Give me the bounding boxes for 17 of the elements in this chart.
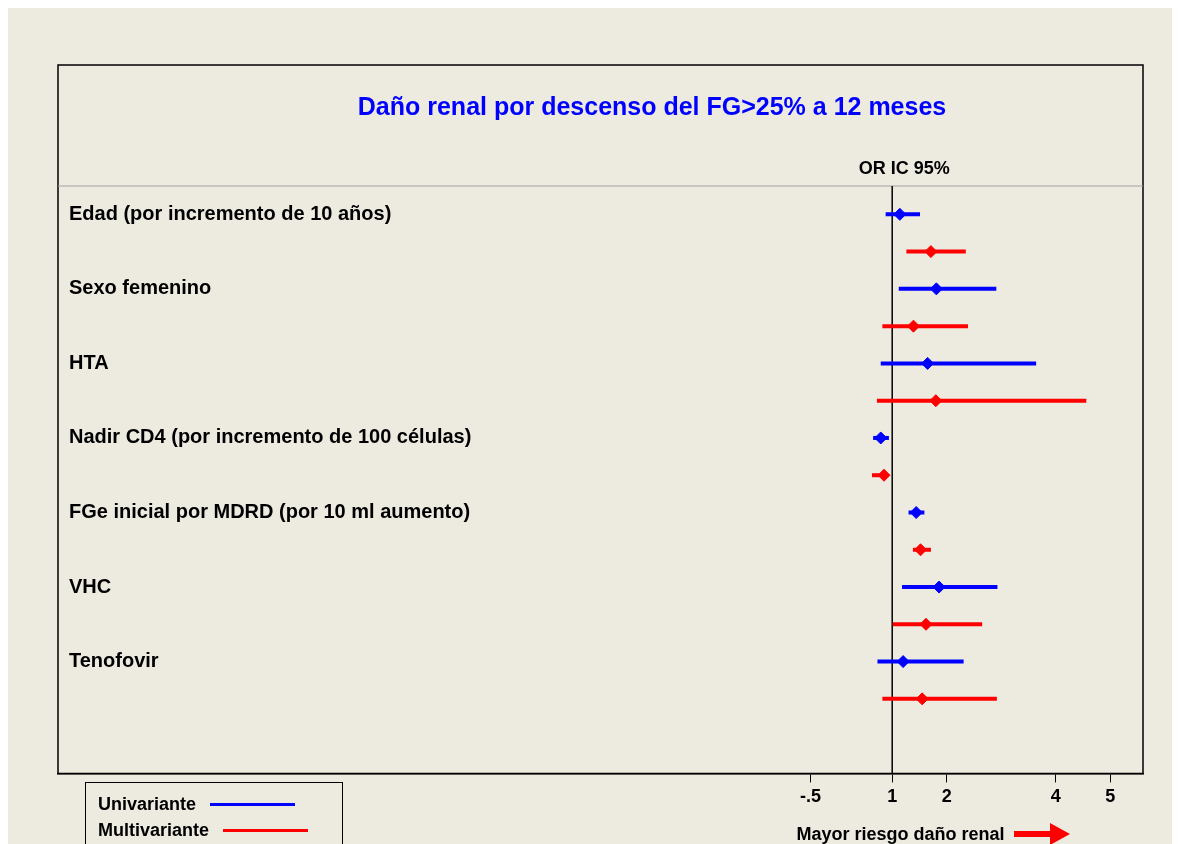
text: OR IC 95% — [858, 157, 950, 178]
x-tick-label: 2 — [941, 786, 952, 807]
x-tick-label: 5 — [1105, 786, 1116, 807]
y-tick-label: Edad (por incremento de 10 años) — [69, 201, 392, 224]
y-tick-label: Nadir CD4 (por incremento de 100 células) — [69, 425, 472, 448]
x-tick-label: -.5 — [799, 786, 821, 807]
x-tick-label: 1 — [887, 786, 898, 807]
x-axis-title: Mayor riesgo daño renal — [796, 823, 1005, 844]
y-tick-label: HTA — [69, 350, 109, 373]
y-tick-label: VHC — [69, 574, 112, 597]
y-tick-label: Sexo femenino — [69, 276, 212, 299]
legend-label: Multivariante — [98, 819, 210, 841]
x-tick-label: 4 — [1050, 786, 1061, 807]
y-tick-label: Tenofovir — [69, 649, 159, 672]
chart-title: Daño renal por descenso del FG>25% a 12 meses — [357, 91, 947, 120]
y-tick-label: FGe inicial por MDRD (por 10 ml aumento) — [69, 500, 471, 523]
legend-label: Univariante — [98, 793, 197, 815]
